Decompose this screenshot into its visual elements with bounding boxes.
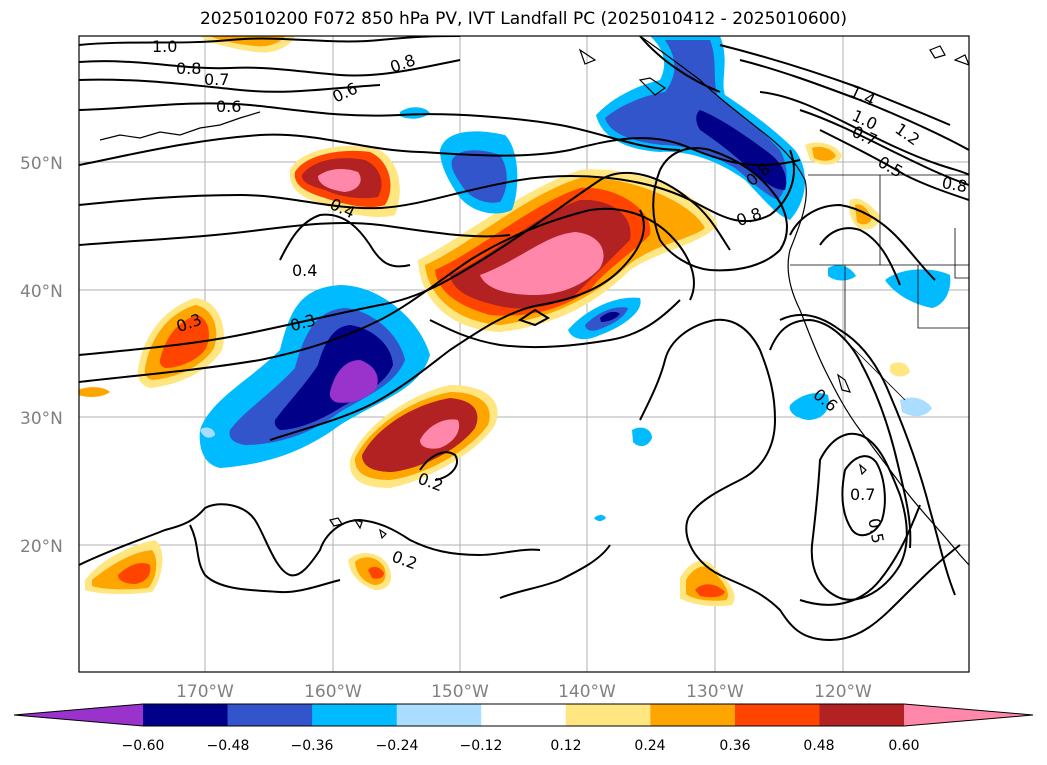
filled-anomalies — [79, 36, 951, 607]
colorbar-tick-label: −0.48 — [207, 738, 250, 754]
lon-label: 140°W — [558, 682, 616, 702]
map-frame — [78, 35, 970, 673]
colorbar-tick-label: −0.60 — [122, 738, 165, 754]
colorbar-tick-label: 0.12 — [550, 738, 581, 754]
colorbar-segment — [312, 704, 398, 726]
colorbar-segment — [143, 704, 229, 726]
contour-label: 0.7 — [850, 485, 875, 504]
pv-contours — [79, 36, 969, 642]
colorbar-outline — [13, 703, 1034, 727]
colorbar-segment — [227, 704, 313, 726]
lat-label: 40°N — [20, 282, 63, 302]
lon-label: 130°W — [686, 682, 744, 702]
colorbar-tick-label: 0.60 — [888, 738, 919, 754]
lat-label: 20°N — [20, 537, 63, 557]
colorbar-segment — [396, 704, 482, 726]
contour-label: 0.5 — [864, 517, 887, 545]
colorbar-tick-label: −0.24 — [376, 738, 419, 754]
colorbar-extend-low — [14, 704, 143, 726]
colorbar — [13, 703, 1034, 727]
latitude-labels: 50°N 40°N 30°N 20°N — [20, 154, 63, 557]
lon-label: 120°W — [814, 682, 872, 702]
colorbar-tick-label: 0.24 — [634, 738, 665, 754]
colorbar-tick-label: −0.12 — [460, 738, 503, 754]
colorbar-segment — [481, 704, 567, 726]
map-background — [79, 36, 969, 672]
coastlines — [99, 36, 969, 566]
colorbar-ticks: −0.60 −0.48 −0.36 −0.24 −0.12 0.12 0.24 … — [122, 738, 920, 754]
borders — [790, 174, 969, 401]
contour-label: 1.0 — [152, 37, 177, 56]
contour-label: 0.8 — [176, 59, 201, 78]
colorbar-tick-label: 0.36 — [719, 738, 750, 754]
colorbar-tick-label: 0.48 — [803, 738, 834, 754]
contour-label: 0.4 — [292, 261, 317, 280]
lat-label: 30°N — [20, 409, 63, 429]
contour-label: 0.6 — [216, 97, 241, 116]
lon-label: 160°W — [304, 682, 362, 702]
contour-label: 0.7 — [204, 70, 229, 89]
longitude-labels: 170°W 160°W 150°W 140°W 130°W 120°W — [176, 682, 872, 702]
colorbar-segment — [819, 704, 905, 726]
colorbar-segment — [565, 704, 651, 726]
map-content: 1.0 0.8 0.7 0.6 0.6 0.8 0.4 0.4 0.3 0.3 … — [79, 36, 969, 672]
contour-label: 0.8 — [940, 173, 968, 196]
colorbar-segment — [650, 704, 736, 726]
colorbar-tick-label: −0.36 — [291, 738, 334, 754]
colorbar-extend-high — [904, 704, 1033, 726]
colorbar-segment — [734, 704, 820, 726]
lat-label: 50°N — [20, 154, 63, 174]
lon-label: 150°W — [431, 682, 489, 702]
map-title: 2025010200 F072 850 hPa PV, IVT Landfall… — [199, 9, 847, 29]
lon-label: 170°W — [176, 682, 234, 702]
